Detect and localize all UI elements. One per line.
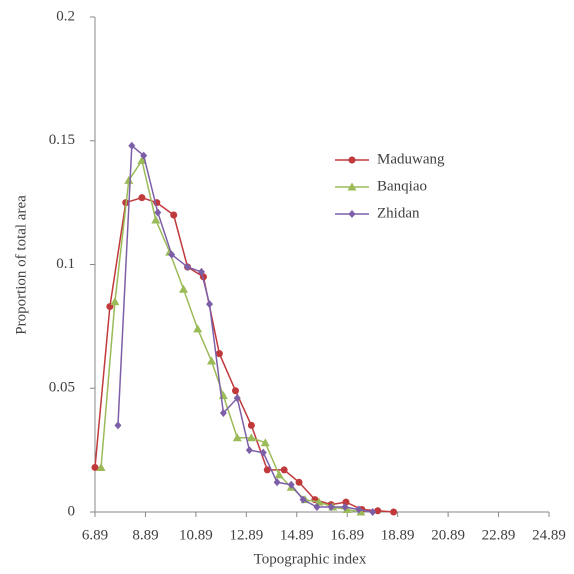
marker — [356, 507, 366, 516]
marker — [313, 503, 321, 512]
legend-label: Maduwang — [377, 151, 445, 167]
marker — [114, 421, 122, 430]
marker — [207, 356, 217, 365]
y-tick-label: 0.15 — [49, 132, 75, 148]
marker — [274, 470, 284, 479]
x-axis-label: Topographic index — [254, 551, 367, 567]
marker — [110, 297, 120, 306]
marker — [287, 480, 295, 489]
marker — [140, 151, 148, 160]
x-tick-label: 16.89 — [330, 527, 364, 543]
x-tick-label: 12.89 — [229, 527, 263, 543]
legend-marker — [348, 156, 356, 164]
marker — [137, 156, 147, 165]
marker — [280, 466, 288, 474]
marker — [231, 387, 239, 395]
y-tick-label: 0 — [68, 503, 76, 519]
marker — [299, 495, 307, 504]
y-axis-label: Proportion of total area — [13, 195, 29, 335]
x-tick-label: 14.89 — [280, 527, 314, 543]
marker — [342, 498, 350, 506]
series-line — [94, 196, 394, 513]
y-tick-label: 0.2 — [56, 8, 75, 24]
marker — [193, 324, 203, 333]
marker — [246, 433, 256, 442]
marker — [232, 433, 242, 442]
marker — [233, 394, 241, 403]
legend-label: Zhidan — [377, 205, 420, 221]
legend-marker — [347, 182, 357, 191]
marker — [341, 503, 349, 512]
marker — [342, 505, 352, 514]
marker — [327, 503, 335, 512]
marker — [197, 267, 205, 276]
y-tick-label: 0.1 — [56, 256, 75, 272]
marker — [151, 215, 161, 224]
marker — [124, 175, 134, 184]
marker — [170, 211, 178, 219]
marker — [260, 438, 270, 447]
marker — [128, 141, 136, 150]
y-tick-label: 0.05 — [49, 380, 75, 396]
marker — [96, 462, 106, 471]
marker — [355, 505, 363, 514]
marker — [295, 478, 303, 486]
x-tick-label: 8.89 — [132, 527, 158, 543]
marker — [374, 507, 382, 515]
x-tick-label: 24.89 — [532, 527, 566, 543]
marker — [206, 300, 214, 309]
marker — [179, 284, 189, 293]
marker — [168, 250, 176, 259]
marker — [273, 478, 281, 487]
legend-marker — [348, 210, 356, 218]
x-tick-label: 20.89 — [431, 527, 465, 543]
series-line — [100, 158, 361, 513]
x-tick-label: 6.89 — [82, 527, 108, 543]
x-tick-label: 18.89 — [381, 527, 415, 543]
marker — [219, 409, 227, 417]
marker — [263, 466, 271, 474]
marker — [138, 194, 146, 202]
marker — [154, 208, 162, 217]
x-tick-label: 22.89 — [482, 527, 516, 543]
marker — [369, 508, 377, 516]
x-tick-label: 10.89 — [179, 527, 213, 543]
legend-label: Banqiao — [377, 178, 427, 194]
marker — [259, 448, 267, 457]
marker — [184, 262, 192, 271]
marker — [245, 446, 253, 455]
marker — [390, 508, 398, 516]
marker — [247, 421, 255, 429]
marker — [215, 350, 223, 358]
marker — [91, 463, 99, 471]
